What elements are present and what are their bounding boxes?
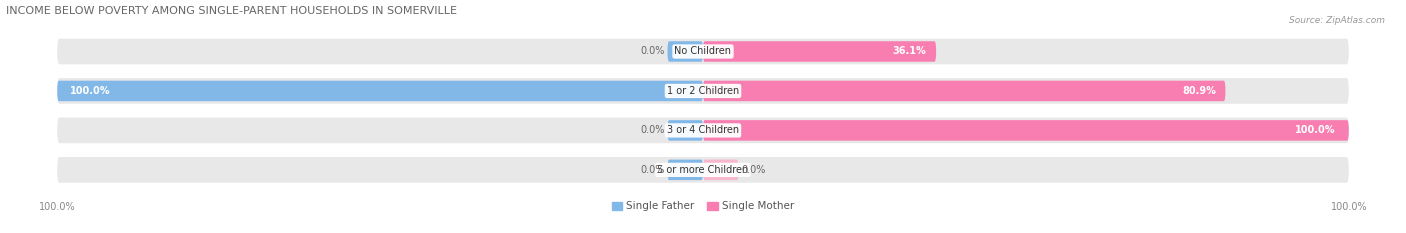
Text: 1 or 2 Children: 1 or 2 Children	[666, 86, 740, 96]
Legend: Single Father, Single Mother: Single Father, Single Mother	[607, 197, 799, 216]
Text: Source: ZipAtlas.com: Source: ZipAtlas.com	[1289, 16, 1385, 25]
Text: 80.9%: 80.9%	[1182, 86, 1216, 96]
FancyBboxPatch shape	[668, 41, 703, 62]
Text: No Children: No Children	[675, 47, 731, 56]
Text: 5 or more Children: 5 or more Children	[658, 165, 748, 175]
Text: 0.0%: 0.0%	[640, 165, 664, 175]
FancyBboxPatch shape	[703, 160, 738, 180]
FancyBboxPatch shape	[703, 120, 1348, 141]
Text: 0.0%: 0.0%	[742, 165, 766, 175]
Text: 100.0%: 100.0%	[1295, 125, 1336, 135]
FancyBboxPatch shape	[703, 81, 1226, 101]
FancyBboxPatch shape	[58, 157, 1348, 183]
Text: 0.0%: 0.0%	[640, 47, 664, 56]
Text: 0.0%: 0.0%	[640, 125, 664, 135]
FancyBboxPatch shape	[668, 160, 703, 180]
FancyBboxPatch shape	[703, 41, 936, 62]
Text: 100.0%: 100.0%	[70, 86, 111, 96]
FancyBboxPatch shape	[58, 39, 1348, 64]
Text: 3 or 4 Children: 3 or 4 Children	[666, 125, 740, 135]
FancyBboxPatch shape	[668, 120, 703, 141]
FancyBboxPatch shape	[58, 118, 1348, 143]
FancyBboxPatch shape	[58, 81, 703, 101]
Text: INCOME BELOW POVERTY AMONG SINGLE-PARENT HOUSEHOLDS IN SOMERVILLE: INCOME BELOW POVERTY AMONG SINGLE-PARENT…	[6, 6, 457, 16]
FancyBboxPatch shape	[58, 78, 1348, 104]
Text: 36.1%: 36.1%	[893, 47, 927, 56]
